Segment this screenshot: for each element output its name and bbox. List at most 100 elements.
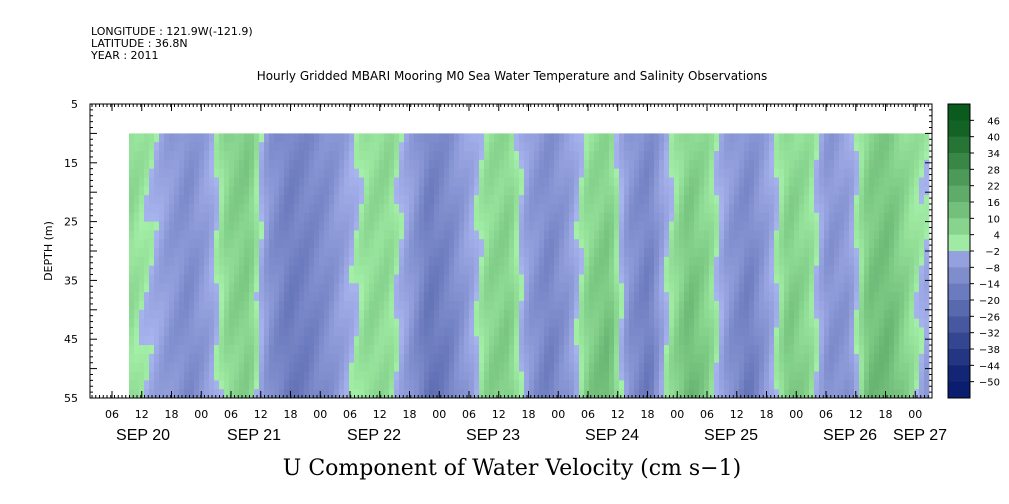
heatmap-cell <box>544 292 550 302</box>
heatmap-cell <box>789 151 795 161</box>
heatmap-cell <box>224 168 230 178</box>
heatmap-cell <box>824 159 830 170</box>
heatmap-cell <box>289 212 295 222</box>
heatmap-cell <box>339 309 345 320</box>
heatmap-cell <box>269 177 275 187</box>
heatmap-cell <box>899 389 905 399</box>
heatmap-cell <box>504 133 510 143</box>
heatmap-cell <box>729 380 735 390</box>
heatmap-cell <box>164 248 170 258</box>
heatmap-cell <box>139 203 145 214</box>
heatmap-cell <box>924 300 930 311</box>
heatmap-cell <box>894 221 900 231</box>
heatmap-cell <box>899 221 905 231</box>
heatmap-cell <box>419 212 425 222</box>
heatmap-cell <box>234 203 240 214</box>
heatmap-cell <box>154 177 160 187</box>
heatmap-cell <box>269 389 275 399</box>
heatmap-cell <box>669 309 675 320</box>
heatmap-cell <box>859 221 865 231</box>
heatmap-cell <box>679 309 685 320</box>
heatmap-cell <box>199 300 205 311</box>
heatmap-cell <box>384 283 390 293</box>
heatmap-cell <box>469 256 475 267</box>
heatmap-cell <box>639 221 645 231</box>
heatmap-cell <box>154 265 160 275</box>
heatmap-cell <box>814 230 820 240</box>
heatmap-cell <box>619 256 625 267</box>
heatmap-cell <box>299 309 305 320</box>
heatmap-cell <box>809 283 815 293</box>
heatmap-cell <box>774 362 780 372</box>
heatmap-cell <box>469 389 475 399</box>
heatmap-cell <box>854 195 860 205</box>
heatmap-cell <box>394 230 400 240</box>
heatmap-cell <box>599 203 605 214</box>
heatmap-cell <box>869 389 875 399</box>
heatmap-cell <box>164 195 170 205</box>
heatmap-cell <box>844 274 850 284</box>
heatmap-cell <box>614 212 620 222</box>
heatmap-cell <box>924 177 930 187</box>
heatmap-cell <box>284 336 290 346</box>
heatmap-cell <box>364 292 370 302</box>
heatmap-cell <box>884 177 890 187</box>
heatmap-cell <box>179 168 185 178</box>
heatmap-cell <box>774 353 780 364</box>
heatmap-cell <box>519 300 525 311</box>
heatmap-cell <box>699 336 705 346</box>
heatmap-cell <box>639 159 645 170</box>
heatmap-cell <box>244 133 250 143</box>
heatmap-cell <box>779 159 785 170</box>
heatmap-cell <box>224 292 230 302</box>
heatmap-cell <box>459 256 465 267</box>
heatmap-cell <box>499 309 505 320</box>
heatmap-cell <box>414 336 420 346</box>
heatmap-cell <box>304 256 310 267</box>
heatmap-cell <box>344 239 350 249</box>
heatmap-cell <box>879 159 885 170</box>
heatmap-cell <box>304 371 310 381</box>
heatmap-cell <box>664 221 670 231</box>
heatmap-cell <box>394 195 400 205</box>
heatmap-cell <box>299 371 305 381</box>
heatmap-cell <box>859 318 865 328</box>
heatmap-cell <box>289 142 295 152</box>
heatmap-cell <box>884 336 890 346</box>
heatmap-cell <box>604 133 610 143</box>
heatmap-cell <box>699 345 705 355</box>
heatmap-cell <box>679 142 685 152</box>
heatmap-cell <box>649 230 655 240</box>
heatmap-cell <box>909 336 915 346</box>
heatmap-cell <box>434 177 440 187</box>
heatmap-cell <box>189 389 195 399</box>
heatmap-cell <box>374 239 380 249</box>
heatmap-cell <box>384 248 390 258</box>
heatmap-cell <box>584 327 590 337</box>
heatmap-cell <box>619 177 625 187</box>
heatmap-cell <box>644 353 650 364</box>
heatmap-cell <box>864 300 870 311</box>
heatmap-cell <box>904 239 910 249</box>
heatmap-cell <box>439 371 445 381</box>
heatmap-cell <box>379 389 385 399</box>
heatmap-cell <box>774 265 780 275</box>
heatmap-cell <box>234 309 240 320</box>
heatmap-cell <box>814 168 820 178</box>
heatmap-cell <box>889 133 895 143</box>
heatmap-cell <box>329 230 335 240</box>
heatmap-cell <box>164 380 170 390</box>
heatmap-cell <box>804 318 810 328</box>
heatmap-cell <box>774 380 780 390</box>
heatmap-cell <box>759 186 765 196</box>
heatmap-cell <box>829 133 835 143</box>
heatmap-cell <box>239 159 245 170</box>
heatmap-cell <box>384 221 390 231</box>
heatmap-cell <box>664 336 670 346</box>
heatmap-cell <box>734 318 740 328</box>
heatmap-cell <box>494 353 500 364</box>
heatmap-cell <box>264 186 270 196</box>
heatmap-cell <box>869 159 875 170</box>
heatmap-cell <box>454 256 460 267</box>
heatmap-cell <box>709 327 715 337</box>
